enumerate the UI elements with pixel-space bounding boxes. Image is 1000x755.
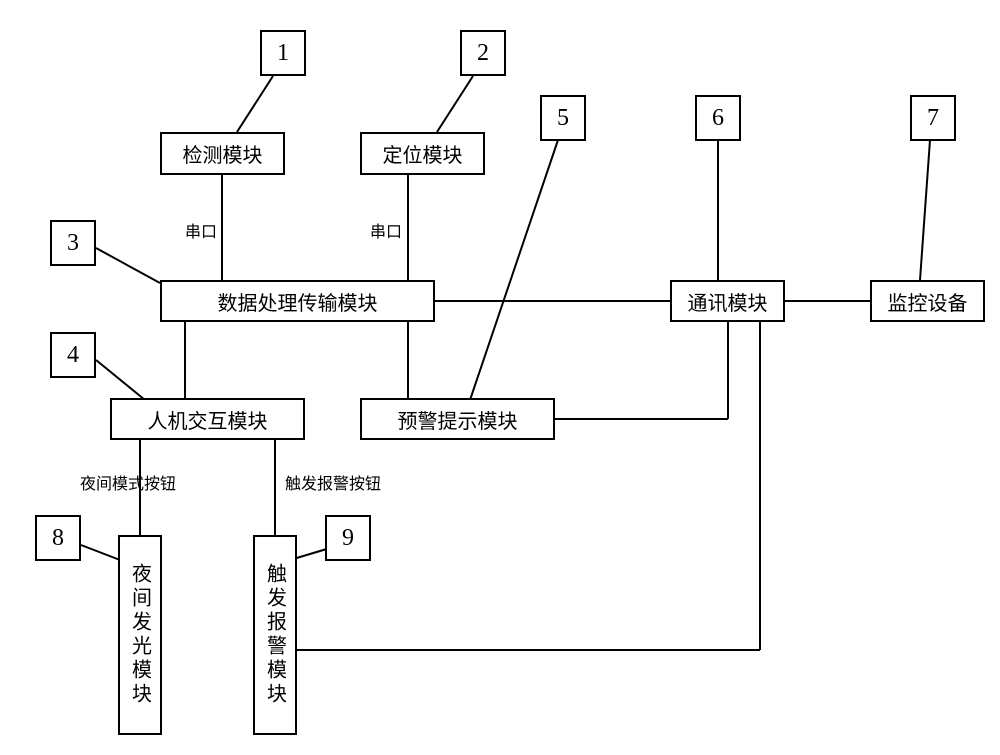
edge-label-serial-1: 串口 bbox=[185, 218, 217, 242]
node-monitor: 监控设备 bbox=[870, 280, 985, 322]
node-locate: 定位模块 bbox=[360, 132, 485, 175]
label-7: 7 bbox=[910, 95, 956, 141]
node-monitor-label: 监控设备 bbox=[888, 287, 968, 316]
edge-label-night-btn: 夜间模式按钮 bbox=[80, 470, 176, 494]
node-detect: 检测模块 bbox=[160, 132, 285, 175]
node-night: 夜间发光模块 bbox=[118, 535, 162, 735]
label-5: 5 bbox=[540, 95, 586, 141]
node-locate-label: 定位模块 bbox=[383, 139, 463, 168]
node-alarm-label: 触发报警模块 bbox=[261, 563, 290, 707]
label-4: 4 bbox=[50, 332, 96, 378]
label-3: 3 bbox=[50, 220, 96, 266]
diagram-canvas: 1 2 3 4 5 6 7 8 9 检测模块 定位模块 数据处理传输模块 通讯模… bbox=[0, 0, 1000, 755]
node-data-label: 数据处理传输模块 bbox=[218, 287, 378, 316]
node-warn: 预警提示模块 bbox=[360, 398, 555, 440]
label-1: 1 bbox=[260, 30, 306, 76]
node-detect-label: 检测模块 bbox=[183, 139, 263, 168]
node-warn-label: 预警提示模块 bbox=[398, 405, 518, 434]
label-2: 2 bbox=[460, 30, 506, 76]
label-6: 6 bbox=[695, 95, 741, 141]
node-data: 数据处理传输模块 bbox=[160, 280, 435, 322]
node-comm-label: 通讯模块 bbox=[688, 287, 768, 316]
node-alarm: 触发报警模块 bbox=[253, 535, 297, 735]
node-hmi: 人机交互模块 bbox=[110, 398, 305, 440]
edge-label-serial-2: 串口 bbox=[370, 218, 402, 242]
node-comm: 通讯模块 bbox=[670, 280, 785, 322]
node-night-label: 夜间发光模块 bbox=[126, 563, 155, 707]
node-hmi-label: 人机交互模块 bbox=[148, 405, 268, 434]
label-8: 8 bbox=[35, 515, 81, 561]
label-9: 9 bbox=[325, 515, 371, 561]
edge-label-alarm-btn: 触发报警按钮 bbox=[285, 470, 381, 494]
